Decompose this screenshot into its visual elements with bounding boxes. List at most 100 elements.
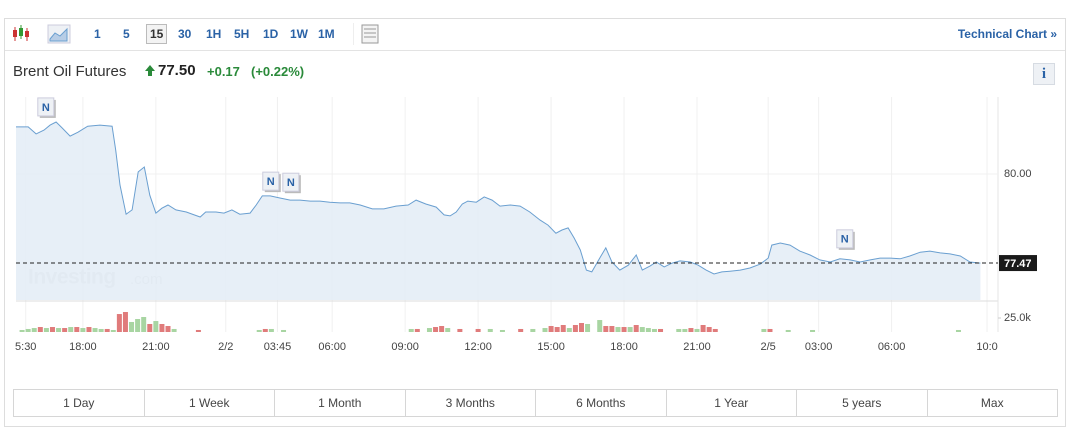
x-tick-label: 18:00 (610, 341, 638, 353)
interval-button[interactable]: 1M (318, 27, 335, 41)
price-area (16, 122, 981, 300)
volume-bar (658, 328, 664, 332)
volume-bar (141, 317, 147, 332)
volume-bar (147, 323, 153, 332)
news-marker-label: N (42, 102, 50, 114)
volume-bar (621, 327, 627, 332)
volume-bar (116, 314, 122, 332)
range-button[interactable]: Max (926, 390, 1058, 416)
volume-bar (195, 329, 201, 332)
volume-bar (530, 328, 536, 332)
range-button[interactable]: 6 Months (535, 390, 666, 416)
price: 77.50 (158, 62, 196, 79)
volume-tick-label: 25.0k (1004, 312, 1031, 324)
volume-bar (627, 327, 633, 332)
volume-bar (414, 328, 420, 332)
volume-bar (62, 328, 68, 332)
table-icon[interactable] (353, 19, 379, 49)
news-marker-label: N (841, 234, 849, 246)
volume-bar (153, 321, 159, 332)
volume-bar (92, 328, 98, 332)
volume-bar (268, 328, 274, 332)
volume-bar (585, 323, 591, 332)
price-change: +0.17 (207, 64, 240, 79)
up-arrow (145, 65, 155, 76)
news-marker (836, 229, 854, 249)
volume-bar (706, 327, 712, 332)
volume-bar (609, 326, 615, 332)
volume-bar (645, 328, 651, 332)
volume-bar (25, 328, 31, 332)
volume-bar (159, 323, 165, 332)
x-tick-label: 21:00 (142, 341, 170, 353)
interval-button[interactable]: 1 (94, 27, 101, 41)
volume-bar (761, 328, 767, 332)
range-button[interactable]: 1 Month (274, 390, 405, 416)
x-tick-label: 06:00 (878, 341, 906, 353)
volume-bar (475, 328, 481, 332)
volume-bar (457, 328, 463, 332)
interval-button[interactable]: 1D (263, 27, 279, 41)
volume-bar (439, 326, 445, 332)
x-tick-label: 5:30 (15, 341, 36, 353)
volume-bar (74, 327, 80, 332)
volume-bar (688, 328, 694, 332)
volume-bar (445, 328, 451, 332)
range-button[interactable]: 1 Week (143, 390, 275, 416)
interval-button[interactable]: 5H (234, 27, 250, 41)
volume-bar (651, 328, 657, 332)
info-button[interactable]: i (1033, 63, 1055, 85)
range-button[interactable]: 5 years (796, 390, 927, 416)
volume-bar (767, 328, 773, 332)
price-line (16, 121, 981, 275)
volume-bar (700, 325, 706, 332)
volume-bar (262, 328, 268, 332)
volume-bar (49, 327, 55, 332)
volume-bar (68, 327, 74, 332)
x-tick-label: 2/2 (218, 341, 233, 353)
area-icon[interactable] (47, 24, 71, 44)
volume-bar (110, 329, 116, 332)
news-marker (37, 97, 55, 117)
volume-bar (37, 327, 43, 332)
volume-bar (676, 328, 682, 332)
news-marker (262, 171, 280, 191)
interval-button[interactable]: 5 (123, 27, 130, 41)
interval-button[interactable]: 1W (290, 27, 308, 41)
interval-button[interactable]: 15 (146, 24, 168, 44)
y-tick-label: 80.00 (1004, 168, 1032, 180)
interval-button[interactable]: 30 (178, 27, 192, 41)
volume-bar (487, 328, 493, 332)
candlestick-icon[interactable] (13, 25, 29, 41)
volume-bar (499, 329, 505, 332)
last-price-box (999, 255, 1037, 272)
volume-bar (104, 328, 110, 332)
range-button[interactable]: 3 Months (404, 390, 536, 416)
x-tick-label: 18:00 (69, 341, 97, 353)
volume-bar (256, 329, 262, 332)
volume-bar (56, 328, 62, 332)
volume-bar (682, 328, 688, 332)
volume-bar (712, 328, 718, 332)
volume-bar (171, 328, 177, 332)
volume-bar (578, 322, 584, 332)
range-button[interactable]: 1 Day (63, 396, 95, 410)
volume-bar (810, 329, 816, 332)
volume-bar (955, 329, 961, 332)
volume-bar (433, 327, 439, 332)
last-price-label: 77.47 (1004, 258, 1032, 270)
range-button[interactable]: 1 Year (665, 390, 797, 416)
interval-button[interactable]: 1H (206, 27, 222, 41)
x-tick-label: 03:45 (264, 341, 292, 353)
volume-bar (31, 328, 37, 332)
volume-bar (633, 325, 639, 332)
technical-chart-link[interactable]: Technical Chart » (957, 27, 1057, 41)
volume-bar (639, 327, 645, 332)
volume-bar (129, 321, 135, 332)
price-change-pct: (+0.22%) (251, 64, 305, 79)
volume-bar (554, 327, 560, 332)
volume-bar (165, 326, 171, 332)
range-selector: 1 Day 1 Week 1 Month 3 Months 6 Months 1 Year… (13, 389, 1058, 417)
